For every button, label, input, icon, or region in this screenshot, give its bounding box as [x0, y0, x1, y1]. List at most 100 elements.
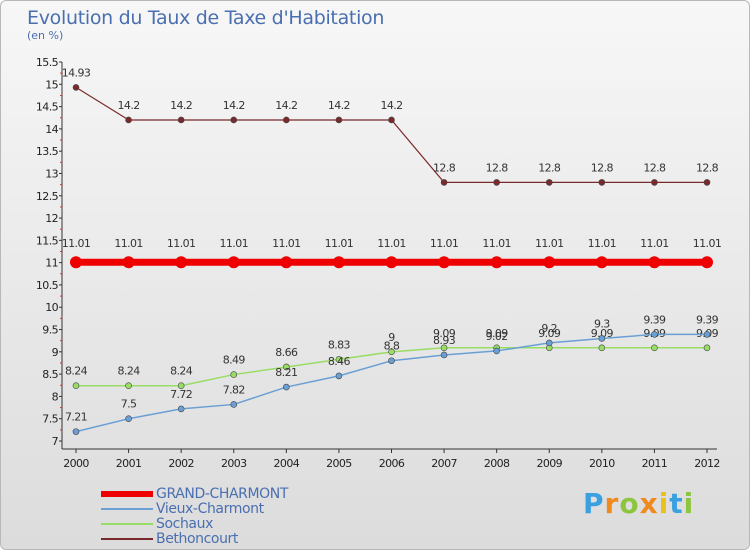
data-point	[651, 344, 658, 352]
data-point	[72, 428, 80, 435]
x-tick-label: 2005	[326, 457, 352, 470]
logo-letter: P	[583, 487, 605, 520]
legend-label: Vieux-Charmont	[156, 501, 264, 517]
data-label: 9.2	[541, 322, 557, 335]
logo-letter: i	[658, 487, 670, 520]
data-point	[490, 256, 503, 269]
data-label: 8.46	[328, 355, 351, 368]
legend-label: GRAND-CHARMONT	[156, 486, 289, 502]
legend-swatch	[101, 491, 153, 497]
y-tick-label: 10	[45, 301, 58, 314]
data-label: 14.93	[62, 66, 91, 79]
data-label: 8.49	[223, 354, 246, 367]
data-label: 11.01	[588, 237, 617, 250]
data-label: 9.09	[591, 327, 614, 340]
data-label: 9.39	[696, 313, 719, 326]
data-label: 8.8	[384, 340, 400, 353]
data-label: 8.24	[65, 365, 88, 378]
data-point	[122, 256, 135, 269]
data-point	[283, 383, 290, 391]
data-label: 11.01	[640, 237, 669, 250]
data-point	[598, 335, 606, 342]
data-point	[545, 179, 553, 186]
data-point	[388, 348, 395, 356]
y-tick-label: 8.5	[42, 368, 58, 381]
data-label: 14.2	[170, 99, 192, 112]
data-label: 11.01	[430, 237, 459, 250]
legend-label: Bethoncourt	[156, 531, 238, 547]
data-point	[543, 256, 556, 269]
data-point	[703, 179, 711, 186]
y-tick-label: 12.5	[36, 190, 59, 203]
data-label: 12.8	[538, 161, 561, 174]
data-point	[438, 256, 451, 269]
logo-letter: t	[669, 487, 684, 520]
data-label: 9.09	[538, 327, 561, 340]
legend-swatch	[101, 538, 153, 540]
data-point	[440, 179, 448, 186]
data-label: 11.01	[535, 237, 564, 250]
data-point	[230, 371, 238, 378]
data-label: 11.01	[377, 237, 406, 250]
data-label: 11.01	[167, 237, 196, 250]
y-tick-label: 15.5	[36, 56, 59, 69]
data-label: 14.2	[380, 99, 402, 112]
y-tick-label: 14.5	[36, 101, 59, 114]
data-point	[177, 382, 185, 390]
data-point	[648, 256, 661, 269]
data-label: 8.93	[433, 334, 456, 347]
y-tick-label: 8	[52, 390, 59, 403]
data-label: 11.01	[114, 237, 143, 250]
data-label: 11.01	[325, 237, 354, 250]
y-tick-label: 15	[45, 78, 58, 91]
x-tick-label: 2000	[63, 457, 89, 470]
logo-letter: o	[619, 487, 640, 520]
data-point	[595, 256, 608, 269]
data-point	[598, 344, 606, 352]
data-label: 7.5	[121, 398, 137, 411]
data-point	[335, 372, 343, 380]
x-tick-label: 2011	[642, 457, 668, 470]
data-point	[283, 363, 290, 371]
data-point	[177, 405, 185, 413]
data-point	[335, 356, 343, 363]
data-label: 7.72	[170, 388, 192, 401]
data-label: 11.01	[62, 237, 91, 250]
data-point	[70, 256, 82, 269]
data-label: 11.01	[693, 237, 722, 250]
legend-swatch	[101, 523, 153, 525]
x-tick-label: 2009	[536, 457, 562, 470]
x-tick-label: 2012	[694, 457, 720, 470]
data-point	[651, 331, 658, 338]
data-point	[385, 256, 398, 269]
data-point	[175, 256, 188, 269]
data-label: 8.66	[275, 346, 298, 359]
legend-label: Sochaux	[156, 516, 213, 532]
chart-subtitle: (en %)	[27, 29, 64, 42]
legend-swatch	[101, 508, 153, 510]
data-label: 9.3	[594, 317, 610, 330]
data-point	[703, 344, 711, 352]
data-label: 9.02	[486, 330, 508, 343]
data-label: 9	[388, 331, 395, 344]
data-label: 14.2	[328, 99, 350, 112]
proxiti-logo: Proxiti	[583, 487, 694, 520]
data-label: 7.21	[65, 411, 87, 424]
data-label: 8.24	[170, 365, 193, 378]
logo-letter: i	[683, 487, 695, 520]
y-tick-label: 11.5	[36, 234, 59, 247]
data-label: 9.09	[433, 327, 456, 340]
data-label: 8.83	[328, 338, 351, 351]
x-tick-label: 2002	[168, 457, 194, 470]
data-point	[227, 256, 240, 269]
data-point	[440, 344, 448, 352]
data-label: 12.8	[696, 161, 719, 174]
x-tick-label: 2007	[431, 457, 457, 470]
data-point	[598, 179, 606, 186]
data-point	[703, 331, 711, 338]
data-point	[440, 351, 448, 359]
x-tick-label: 2003	[221, 457, 247, 470]
data-label: 12.8	[433, 161, 456, 174]
chart-title: Evolution du Taux de Taxe d'Habitation	[27, 7, 385, 29]
